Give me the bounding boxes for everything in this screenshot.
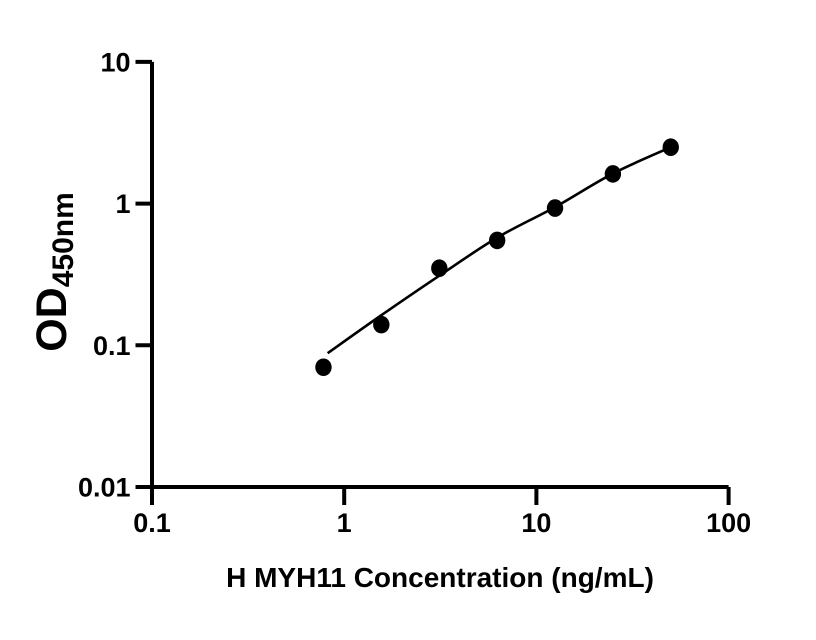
y-axis-title-subscript: 450nm xyxy=(47,192,80,288)
axes xyxy=(135,59,731,505)
y-axis-title-main: OD xyxy=(28,287,76,352)
y-tick-label-0.01: 0.01 xyxy=(78,473,131,503)
y-tick-label-0.1: 0.1 xyxy=(93,331,131,361)
data-point-marker xyxy=(431,259,448,278)
data-point-marker xyxy=(546,199,564,217)
y-tick-label-1: 1 xyxy=(115,189,130,219)
data-point-marker xyxy=(315,358,332,377)
data-point-marker xyxy=(604,165,622,183)
y-axis-title: OD450nm xyxy=(28,192,80,352)
x-tick-label-0.1: 0.1 xyxy=(133,508,171,538)
x-tick-label-1: 1 xyxy=(337,508,352,538)
y-tick-label-10: 10 xyxy=(100,47,130,77)
data-point-marker xyxy=(373,315,390,334)
x-axis-title: H MYH11 Concentration (ng/mL) xyxy=(226,562,654,593)
x-tick-label-10: 10 xyxy=(521,508,551,538)
data-point-marker xyxy=(662,138,679,157)
data-point-marker xyxy=(488,231,506,250)
x-tick-label-100: 100 xyxy=(706,508,751,538)
